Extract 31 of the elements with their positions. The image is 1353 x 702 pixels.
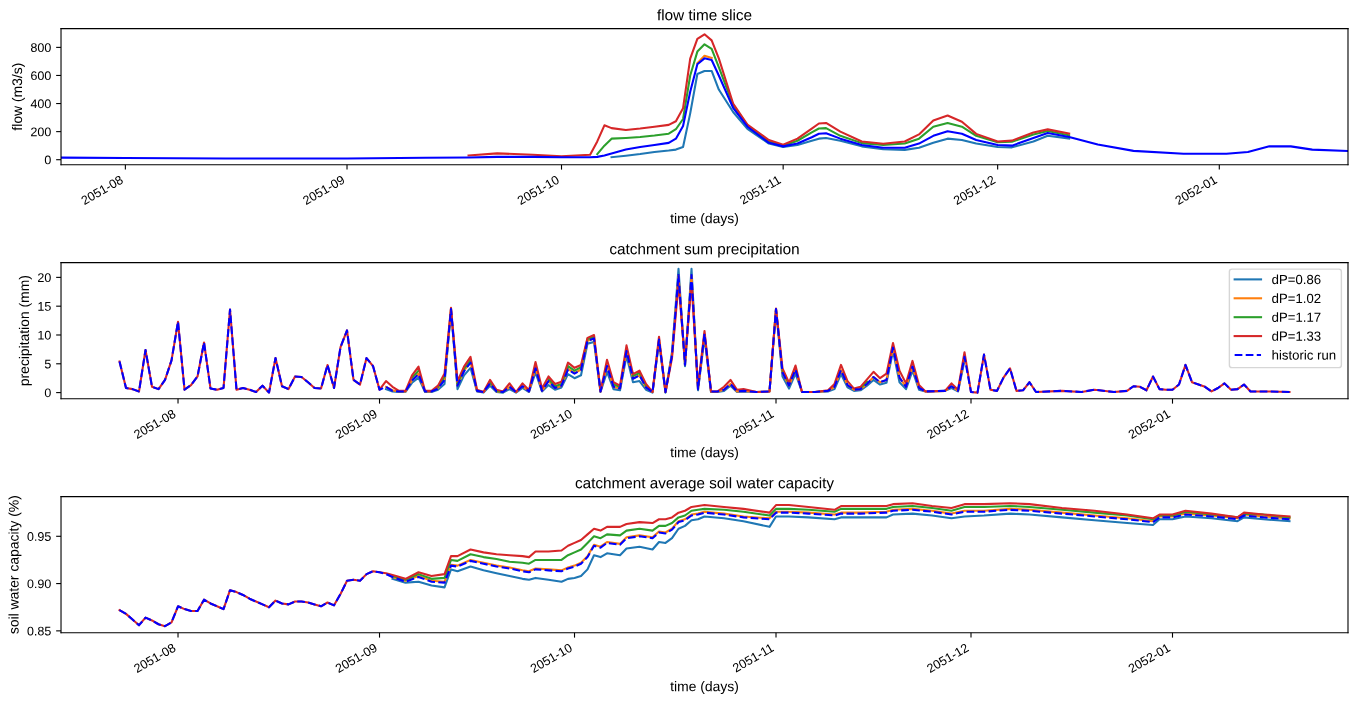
y-tick-label: 5 [44, 359, 51, 369]
chart-title: flow time slice [657, 9, 752, 21]
y-tick-label: 200 [31, 127, 51, 137]
y-tick-label: 800 [30, 43, 51, 53]
y-tick-label: 600 [31, 71, 51, 81]
y-tick-label: 400 [30, 99, 51, 109]
y-tick-label: 0 [44, 155, 51, 165]
chart-title: catchment sum precipitation [610, 243, 799, 258]
legend-label: dP=1.02 [1272, 293, 1321, 304]
line-series [596, 43, 1071, 156]
chart-title: catchment average soil water capacity [575, 477, 834, 492]
y-tick-label: 10 [38, 330, 51, 340]
legend-label: dP=1.33 [1272, 331, 1321, 341]
y-tick-label: 15 [38, 302, 51, 311]
y-axis-title: soil water capacity (%) [8, 496, 22, 634]
y-tick-label: 0.85 [27, 626, 51, 636]
y-tick-label: 20 [38, 273, 51, 283]
y-axis-title: flow (m3/s) [11, 63, 25, 131]
line-series [467, 33, 1071, 158]
x-axis-title: time (days) [670, 681, 738, 695]
legend-label: dP=1.17 [1272, 312, 1321, 322]
x-axis-title: time (days) [670, 213, 738, 227]
y-tick-label: 0 [44, 388, 51, 398]
y-axis-title: precipitation (mm) [18, 275, 32, 386]
x-axis-title: time (days) [670, 447, 738, 461]
legend-label: dP=0.86 [1272, 274, 1321, 285]
line-series [61, 57, 1348, 160]
line-series [610, 69, 1071, 159]
y-tick-label: 0.90 [27, 579, 51, 589]
y-tick-label: 0.95 [27, 532, 51, 541]
legend-label: historic run [1272, 350, 1336, 360]
